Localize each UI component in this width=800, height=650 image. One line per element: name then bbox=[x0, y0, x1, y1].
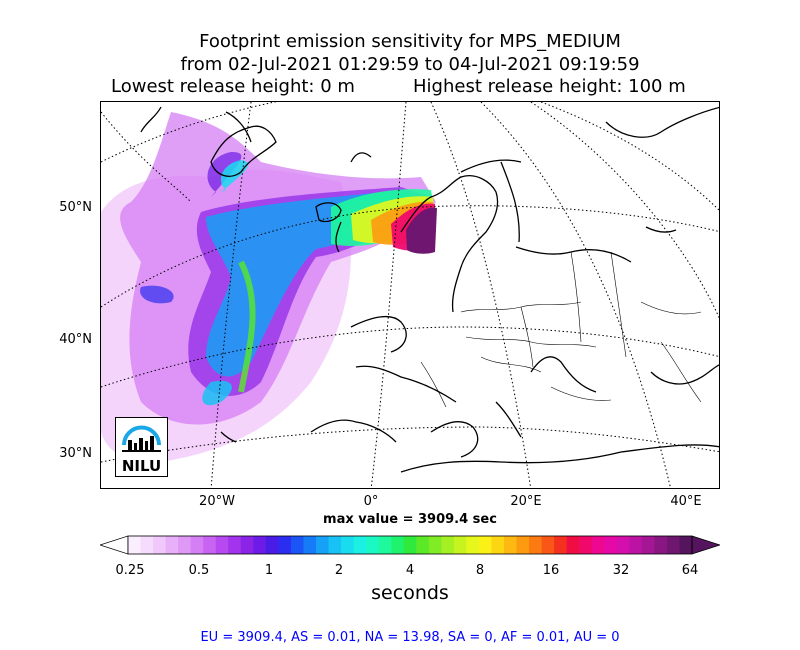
colorbar-swatch bbox=[278, 536, 292, 554]
colorbar-swatch bbox=[428, 536, 442, 554]
colorbar-swatch bbox=[391, 536, 405, 554]
colorbar-swatch bbox=[441, 536, 455, 554]
lon-label-40e: 40°E bbox=[670, 494, 702, 509]
colorbar-tick-6: 16 bbox=[542, 563, 560, 578]
lat-label-30n: 30°N bbox=[59, 446, 92, 461]
colorbar-over-arrow bbox=[691, 535, 720, 555]
colorbar-swatch bbox=[253, 536, 267, 554]
colorbar-swatch bbox=[629, 536, 643, 554]
colorbar-swatch bbox=[516, 536, 530, 554]
map-title-line1: Footprint emission sensitivity for MPS_M… bbox=[199, 31, 621, 52]
colorbar-swatch bbox=[616, 536, 630, 554]
nilu-logo-text: NILU bbox=[121, 457, 162, 475]
colorbar-tick-8: 64 bbox=[681, 563, 699, 578]
colorbar-swatch bbox=[303, 536, 317, 554]
colorbar-swatch bbox=[190, 536, 204, 554]
coastlines bbox=[140, 106, 719, 473]
colorbar-swatch bbox=[541, 536, 555, 554]
colorbar-swatch bbox=[529, 536, 543, 554]
colorbar-tick-4: 4 bbox=[405, 563, 415, 578]
colorbar-swatch bbox=[453, 536, 467, 554]
colorbar-tick-5: 8 bbox=[475, 563, 485, 578]
colorbar-tick-3: 2 bbox=[334, 563, 344, 578]
country-borders bbox=[420, 251, 702, 408]
colorbar-swatch bbox=[554, 536, 568, 554]
lat-label-40n: 40°N bbox=[59, 332, 92, 347]
colorbar-tick-0: 0.25 bbox=[115, 563, 145, 578]
colorbar bbox=[100, 535, 720, 555]
colorbar-frame bbox=[127, 535, 693, 555]
map-panel bbox=[100, 101, 720, 489]
colorbar-swatch bbox=[240, 536, 254, 554]
colorbar-swatch bbox=[341, 536, 355, 554]
colorbar-swatch bbox=[215, 536, 229, 554]
map-title-line2: from 02-Jul-2021 01:29:59 to 04-Jul-2021… bbox=[180, 54, 640, 75]
colorbar-tick-2: 1 bbox=[264, 563, 274, 578]
colorbar-swatch bbox=[328, 536, 342, 554]
colorbar-swatch bbox=[178, 536, 192, 554]
colorbar-swatch bbox=[566, 536, 580, 554]
colorbar-tick-7: 32 bbox=[612, 563, 630, 578]
colorbar-swatch bbox=[128, 536, 142, 554]
footprint-map bbox=[101, 102, 719, 488]
region-stats: EU = 3909.4, AS = 0.01, NA = 13.98, SA =… bbox=[200, 630, 620, 645]
nilu-logo: NILU bbox=[115, 417, 168, 477]
colorbar-swatch bbox=[654, 536, 668, 554]
lon-label-0: 0° bbox=[363, 494, 379, 509]
footprint-plume bbox=[101, 112, 437, 463]
colorbar-swatch bbox=[265, 536, 279, 554]
colorbar-swatch bbox=[491, 536, 505, 554]
colorbar-swatch bbox=[641, 536, 655, 554]
highest-release-height: Highest release height: 100 m bbox=[413, 76, 686, 97]
colorbar-swatch bbox=[604, 536, 618, 554]
colorbar-swatch bbox=[478, 536, 492, 554]
lowest-release-height: Lowest release height: 0 m bbox=[111, 76, 355, 97]
graticule bbox=[101, 102, 719, 488]
colorbar-swatch bbox=[378, 536, 392, 554]
lon-label-20w: 20°W bbox=[199, 494, 235, 509]
colorbar-swatch bbox=[416, 536, 430, 554]
colorbar-swatch bbox=[403, 536, 417, 554]
colorbar-swatch bbox=[165, 536, 179, 554]
colorbar-swatch bbox=[153, 536, 167, 554]
colorbar-swatch bbox=[203, 536, 217, 554]
lon-label-20e: 20°E bbox=[510, 494, 542, 509]
colorbar-swatch bbox=[228, 536, 242, 554]
colorbar-swatch bbox=[316, 536, 330, 554]
max-value-label: max value = 3909.4 sec bbox=[323, 512, 497, 527]
nilu-logo-icon bbox=[122, 425, 161, 452]
colorbar-tick-1: 0.5 bbox=[188, 563, 210, 578]
lat-label-50n: 50°N bbox=[59, 200, 92, 215]
colorbar-swatch bbox=[290, 536, 304, 554]
colorbar-swatch bbox=[504, 536, 518, 554]
colorbar-swatch bbox=[140, 536, 154, 554]
colorbar-swatch bbox=[366, 536, 380, 554]
colorbar-swatch bbox=[666, 536, 680, 554]
colorbar-swatch bbox=[466, 536, 480, 554]
colorbar-swatch bbox=[591, 536, 605, 554]
colorbar-swatch bbox=[353, 536, 367, 554]
colorbar-under-arrow bbox=[100, 535, 129, 555]
colorbar-unit: seconds bbox=[371, 582, 449, 604]
colorbar-swatch bbox=[679, 536, 693, 554]
colorbar-swatch bbox=[579, 536, 593, 554]
